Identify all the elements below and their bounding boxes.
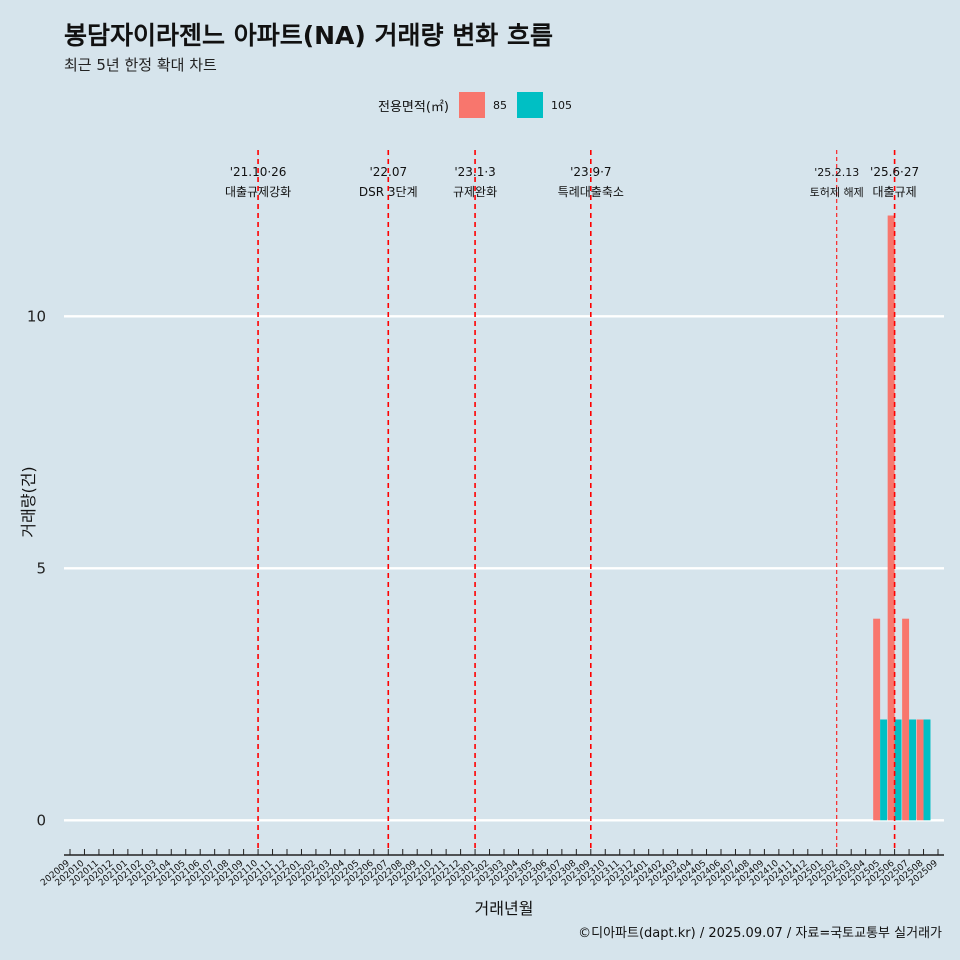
event-label-4: 토허제 해제	[810, 185, 864, 199]
event-date-1: '22.07	[369, 165, 407, 179]
legend-title: 전용면적(㎡)	[378, 99, 449, 115]
chart-title: 봉담자이라젠느 아파트(NA) 거래량 변화 흐름	[64, 21, 553, 50]
event-date-4: '25.2.13	[814, 166, 859, 179]
bar-105-202506	[894, 719, 902, 821]
legend: 전용면적(㎡) 85 105	[0, 92, 960, 118]
event-label-2: 규제완화	[453, 185, 497, 199]
event-date-5: '25.6·27	[870, 165, 919, 179]
event-date-3: '23.9·7	[570, 165, 611, 179]
y-axis-title: 거래량(건)	[19, 466, 38, 537]
legend-label-85: 85	[492, 98, 507, 112]
legend-key-85	[458, 92, 485, 118]
event-label-3: 특례대출축소	[558, 185, 624, 199]
bar-85-202506	[887, 215, 895, 821]
bar-85-202505	[873, 618, 881, 821]
legend-key-105	[516, 92, 543, 118]
chart-subtitle: 최근 5년 한정 확대 차트	[64, 56, 217, 74]
bar-105-202508	[923, 719, 931, 821]
bar-105-202505	[880, 719, 888, 821]
event-label-5: 대출규제	[873, 185, 917, 199]
y-tick-label-10: 10	[27, 307, 46, 325]
legend-label-105: 105	[550, 98, 572, 112]
event-date-2: '23.1·3	[454, 165, 495, 179]
y-tick-label-5: 5	[36, 559, 46, 577]
bar-85-202508	[916, 719, 924, 821]
bar-105-202507	[909, 719, 917, 821]
y-tick-label-0: 0	[36, 811, 46, 829]
x-axis-title: 거래년월	[475, 899, 534, 918]
bar-85-202507	[902, 618, 910, 821]
event-label-0: 대출규제강화	[225, 185, 291, 199]
event-date-0: '21.10·26	[230, 165, 287, 179]
caption: ©디아파트(dapt.kr) / 2025.09.07 / 자료=국토교통부 실…	[578, 926, 942, 941]
event-label-1: DSR 3단계	[359, 185, 418, 199]
